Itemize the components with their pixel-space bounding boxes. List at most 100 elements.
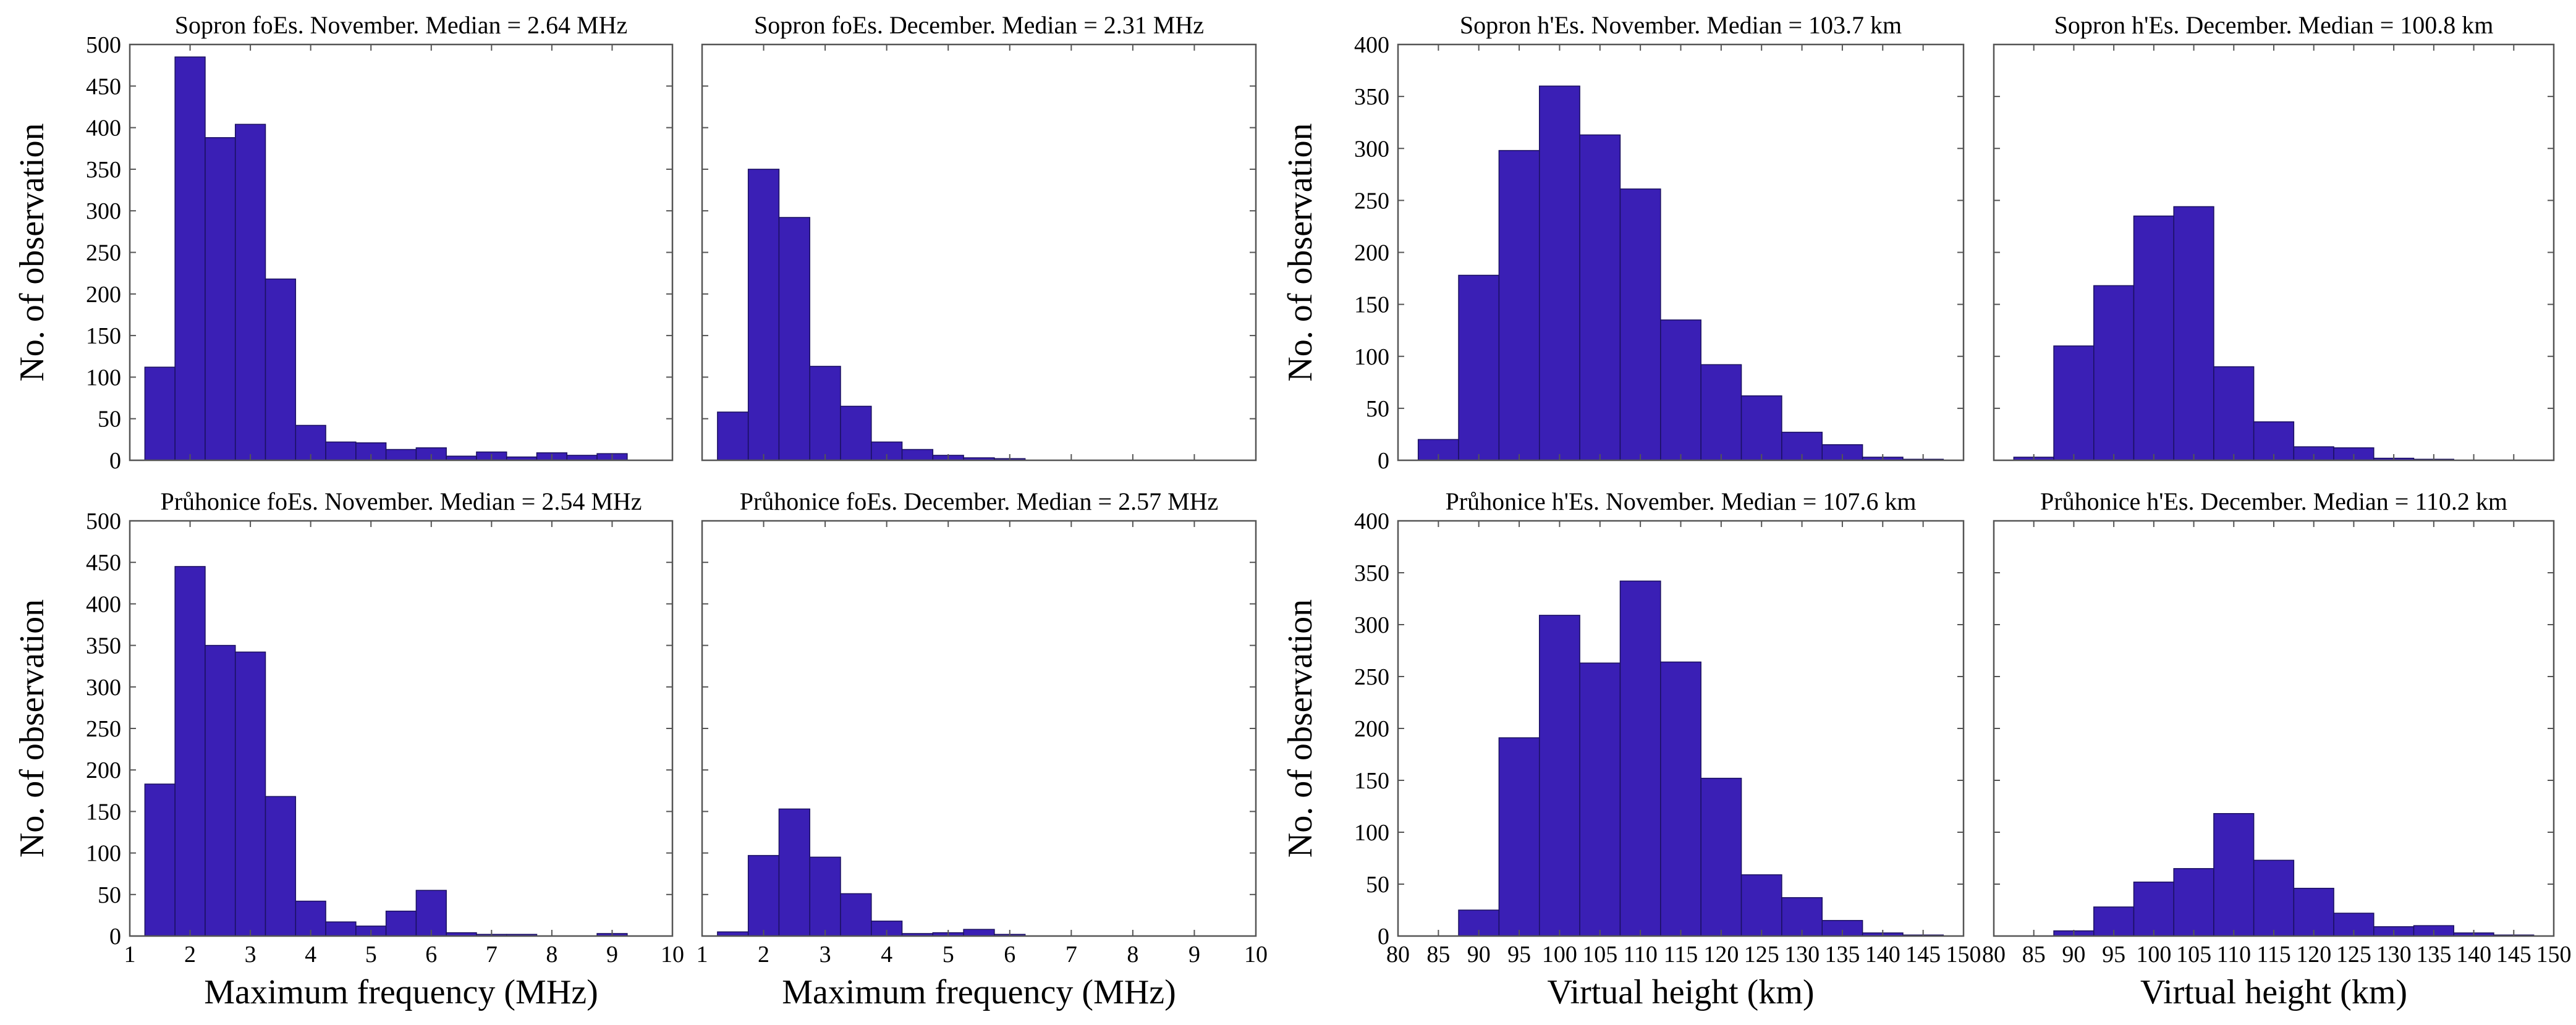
histogram-bar <box>747 169 780 461</box>
histogram-bar <box>2293 887 2334 937</box>
panel-title: Sopron h'Es. December. Median = 100.8 km <box>2054 11 2494 39</box>
histogram-bar <box>2053 345 2095 461</box>
y-tick-label: 300 <box>1354 612 1389 638</box>
histogram-bar <box>325 441 357 461</box>
y-tick-label: 300 <box>86 198 121 224</box>
y-tick-label: 250 <box>1354 188 1389 214</box>
x-tick-label: 95 <box>2102 942 2125 968</box>
y-tick-label: 100 <box>1354 344 1389 370</box>
y-tick-label: 150 <box>86 799 121 825</box>
x-tick-label: 150 <box>1946 942 1981 968</box>
x-tick-label: 120 <box>1703 942 1739 968</box>
x-tick-label: 7 <box>1066 942 1077 968</box>
histogram-bar <box>1498 150 1540 461</box>
x-tick-label: 140 <box>2456 942 2491 968</box>
histogram-bar <box>265 796 297 937</box>
histogram-bar <box>1619 580 1661 937</box>
histogram-bar <box>778 808 810 937</box>
panel-title: Sopron foEs. November. Median = 2.64 MHz <box>175 11 627 39</box>
x-tick-label: 135 <box>1824 942 1860 968</box>
x-axis-label: Virtual height (km) <box>2140 973 2407 1011</box>
y-tick-label: 100 <box>86 365 121 390</box>
y-tick-label: 200 <box>1354 716 1389 742</box>
y-tick-label: 250 <box>86 716 121 742</box>
x-tick-label: 130 <box>2376 942 2412 968</box>
x-tick-label: 140 <box>1865 942 1900 968</box>
y-tick-label: 100 <box>1354 820 1389 846</box>
x-tick-label: 2 <box>758 942 769 968</box>
x-axis-label: Maximum frequency (MHz) <box>204 973 598 1011</box>
x-tick-label: 90 <box>2062 942 2085 968</box>
x-axis-label: Virtual height (km) <box>1547 973 1814 1011</box>
x-tick-label: 10 <box>661 942 684 968</box>
histogram-bar <box>415 890 447 937</box>
x-axis-label: Maximum frequency (MHz) <box>782 973 1176 1011</box>
y-tick-label: 350 <box>1354 84 1389 110</box>
y-tick-label: 0 <box>109 924 121 950</box>
histogram-panel-1: 0 50 100 150 200 250 300 350 400 450 500 Sopron foE… <box>13 11 674 474</box>
histogram-bar <box>1498 737 1540 937</box>
x-tick-label: 105 <box>2176 942 2211 968</box>
histogram-bar <box>1700 364 1742 461</box>
histogram-bar <box>2173 206 2214 461</box>
y-tick-label: 400 <box>86 591 121 617</box>
histogram-bar <box>144 366 176 461</box>
x-tick-label: 6 <box>1004 942 1015 968</box>
y-tick-label: 500 <box>86 32 121 58</box>
x-tick-label: 4 <box>881 942 892 968</box>
y-tick-label: 150 <box>86 323 121 349</box>
y-tick-label: 50 <box>98 407 121 432</box>
histogram-bar <box>809 366 841 461</box>
y-tick-label: 350 <box>1354 560 1389 586</box>
x-tick-label: 135 <box>2416 942 2451 968</box>
panel-title: Průhonice foEs. December. Median = 2.57 … <box>740 487 1219 515</box>
x-tick-label: 5 <box>943 942 954 968</box>
y-tick-label: 0 <box>1378 924 1389 950</box>
histogram-panel-2: Sopron foEs. December. Median = 2.31 MHz <box>701 11 1257 462</box>
x-tick-label: 150 <box>2536 942 2572 968</box>
x-tick-label: 4 <box>305 942 316 968</box>
x-tick-label: 95 <box>1507 942 1531 968</box>
histogram-bar <box>205 644 236 937</box>
x-tick-label: 115 <box>1664 942 1698 968</box>
histogram-bar <box>2253 859 2295 937</box>
histogram-bar <box>2213 366 2255 461</box>
y-tick-label: 100 <box>86 841 121 867</box>
y-axis-label: No. of observation <box>1281 599 1320 858</box>
x-tick-label: 85 <box>2022 942 2046 968</box>
histogram-bar <box>1539 85 1580 461</box>
x-tick-label: 1 <box>697 942 708 968</box>
histogram-bar <box>2253 421 2295 461</box>
histogram-bar <box>1660 319 1701 461</box>
y-axis-label: No. of observation <box>13 599 51 858</box>
y-tick-label: 400 <box>1354 32 1389 58</box>
histogram-panel-3: 0 50 100 150 200 250 300 350 400 Sopron h'Es. Nov… <box>1281 11 1965 474</box>
x-tick-label: 2 <box>184 942 196 968</box>
x-tick-label: 100 <box>2136 942 2171 968</box>
x-tick-label: 3 <box>245 942 256 968</box>
panel-title: Průhonice foEs. November. Median = 2.54 … <box>160 487 642 515</box>
x-tick-label: 110 <box>1623 942 1658 968</box>
histogram-bar <box>2133 215 2174 461</box>
y-tick-label: 0 <box>109 448 121 474</box>
y-tick-label: 450 <box>86 550 121 576</box>
histogram-bar <box>325 921 357 937</box>
histogram-bar <box>1579 662 1621 937</box>
x-tick-label: 6 <box>425 942 437 968</box>
histogram-bar <box>840 893 872 937</box>
x-tick-label: 90 <box>1467 942 1491 968</box>
histogram-bar <box>144 783 176 937</box>
x-tick-label: 1 <box>124 942 136 968</box>
histogram-bar <box>1458 274 1500 461</box>
histogram-bar <box>1619 188 1661 461</box>
histogram-bar <box>778 217 810 461</box>
x-tick-label: 115 <box>2256 942 2291 968</box>
histogram-bar <box>385 449 417 461</box>
histogram-panel-4: Sopron h'Es. December. Median = 100.8 km <box>1993 11 2555 462</box>
y-tick-label: 150 <box>1354 768 1389 794</box>
y-tick-label: 50 <box>1366 872 1389 898</box>
histogram-bar <box>2093 285 2135 461</box>
y-tick-label: 400 <box>1354 508 1389 534</box>
histogram-panel-8: 80 85 90 95 100 105 110 115 120 125 130 135 140 145 15… <box>1982 487 2572 1011</box>
